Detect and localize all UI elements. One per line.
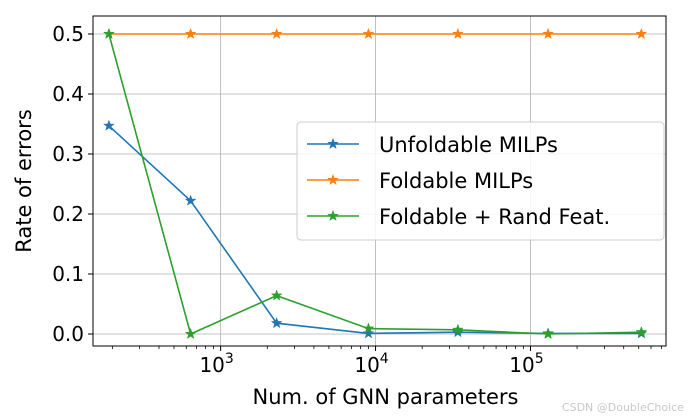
data-point — [542, 327, 555, 340]
x-tick-label: 103 — [199, 351, 233, 377]
data-point — [451, 27, 464, 40]
series-layer — [102, 27, 648, 340]
legend-box — [296, 121, 665, 241]
y-tick-label: 0.2 — [52, 202, 84, 226]
y-tick-label: 0.4 — [52, 82, 84, 106]
y-tick-label: 0.5 — [52, 22, 84, 46]
data-point — [184, 194, 197, 206]
data-point — [270, 289, 283, 301]
legend-swatch-marker — [327, 137, 339, 150]
data-point — [102, 119, 115, 131]
data-point — [635, 27, 648, 40]
series — [102, 27, 648, 40]
series — [102, 27, 648, 340]
x-tick-label: 104 — [354, 351, 388, 377]
legend-swatch-marker — [327, 173, 339, 186]
watermark: CSDN @DoubleChoice — [561, 401, 684, 414]
legend: Unfoldable MILPs Foldable MILPs Foldable +… — [296, 121, 665, 241]
x-tick-label: 105 — [509, 351, 543, 377]
legend-swatch-marker — [327, 209, 339, 222]
x-axis-label: Num. of GNN parameters — [253, 385, 519, 409]
y-tick-label: 0.0 — [52, 322, 84, 346]
data-point — [184, 27, 197, 40]
data-point — [270, 316, 283, 329]
y-axis-label: Rate of errors — [12, 109, 36, 253]
y-tick-label: 0.3 — [52, 142, 84, 166]
data-point — [362, 322, 375, 334]
data-point — [184, 327, 197, 340]
legend-entry: Unfoldable MILPs — [379, 133, 558, 157]
y-tick-label: 0.1 — [52, 262, 84, 286]
plot-frame — [92, 15, 667, 347]
data-point — [542, 27, 555, 40]
data-point — [362, 27, 375, 40]
data-point — [635, 325, 648, 338]
legend-entry: Foldable + Rand Feat. — [379, 205, 610, 229]
data-point — [451, 323, 464, 335]
ticks: 0.0 0.1 0.2 0.3 0.4 0.5 103 104 105 — [52, 22, 662, 377]
data-point — [362, 327, 375, 339]
legend-entry: Foldable MILPs — [379, 169, 533, 193]
data-point — [102, 27, 115, 40]
data-point — [270, 27, 283, 40]
